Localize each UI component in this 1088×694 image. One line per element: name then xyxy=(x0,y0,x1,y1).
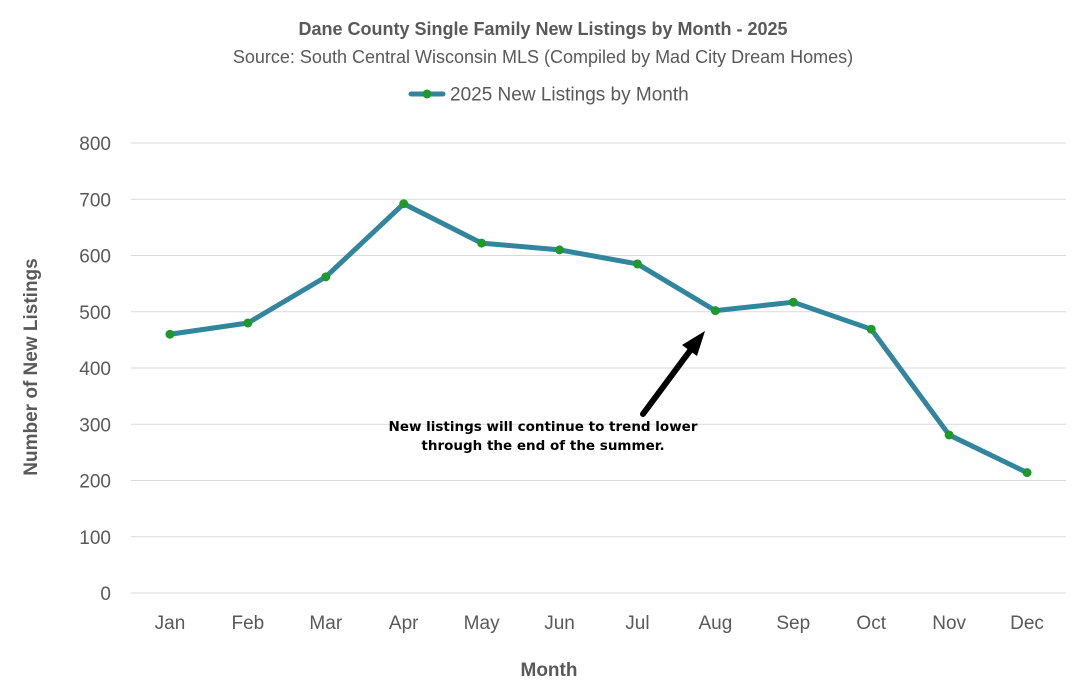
annotation-arrow-head xyxy=(682,331,705,356)
x-tick-label-may: May xyxy=(464,613,500,634)
y-tick-label-700: 700 xyxy=(79,190,111,211)
x-tick-label-jul: Jul xyxy=(625,613,649,634)
x-tick-label-apr: Apr xyxy=(389,613,419,634)
data-point-feb xyxy=(243,318,253,328)
x-tick-label-nov: Nov xyxy=(932,613,966,634)
data-point-sep xyxy=(788,297,798,307)
data-point-apr xyxy=(399,199,409,209)
annotation-text-line-1: New listings will continue to trend lowe… xyxy=(389,419,698,435)
y-axis-title: Number of New Listings xyxy=(21,258,42,475)
x-tick-label-jan: Jan xyxy=(155,613,186,634)
x-tick-label-jun: Jun xyxy=(544,613,575,634)
gridlines xyxy=(131,142,1066,594)
series-2025-new-listings xyxy=(165,199,1032,478)
x-tick-labels: Jan Feb Mar Apr May Jun Jul Aug Sep Oct Nov Dec xyxy=(155,613,1044,634)
legend-label: 2025 New Listings by Month xyxy=(450,85,689,106)
legend-marker-swatch xyxy=(422,89,432,99)
x-tick-label-sep: Sep xyxy=(776,613,810,634)
x-tick-label-oct: Oct xyxy=(856,613,886,634)
y-tick-label-600: 600 xyxy=(79,247,111,268)
y-tick-label-400: 400 xyxy=(79,359,111,380)
x-axis-title: Month xyxy=(521,660,578,681)
x-tick-label-aug: Aug xyxy=(698,613,732,634)
annotation-text-line-2: through the end of the summer. xyxy=(421,438,664,454)
x-tick-label-dec: Dec xyxy=(1010,613,1044,634)
y-tick-label-800: 800 xyxy=(79,134,111,155)
data-point-nov xyxy=(944,430,954,440)
data-point-mar xyxy=(321,272,331,282)
chart-title: Dane County Single Family New Listings b… xyxy=(298,19,787,39)
y-tick-label-200: 200 xyxy=(79,472,111,493)
data-point-jun xyxy=(555,245,565,255)
y-tick-label-500: 500 xyxy=(79,303,111,324)
x-tick-label-mar: Mar xyxy=(309,613,342,634)
series-line xyxy=(167,201,1030,476)
annotation-arrow-shaft xyxy=(640,345,695,417)
y-tick-label-0: 0 xyxy=(100,584,111,605)
data-point-oct xyxy=(866,324,876,334)
x-tick-label-feb: Feb xyxy=(232,613,265,634)
chart-subtitle: Source: South Central Wisconsin MLS (Com… xyxy=(233,47,853,67)
y-tick-label-300: 300 xyxy=(79,415,111,436)
annotation: New listings will continue to trend lowe… xyxy=(389,331,705,454)
data-point-may xyxy=(477,238,487,248)
y-tick-label-100: 100 xyxy=(79,528,111,549)
legend: 2025 New Listings by Month xyxy=(408,85,689,106)
data-point-jan xyxy=(165,329,175,339)
data-point-jul xyxy=(632,259,642,269)
y-tick-labels: 0 100 200 300 400 500 600 700 800 xyxy=(79,134,111,605)
data-point-dec xyxy=(1022,468,1032,478)
data-point-aug xyxy=(710,306,720,316)
